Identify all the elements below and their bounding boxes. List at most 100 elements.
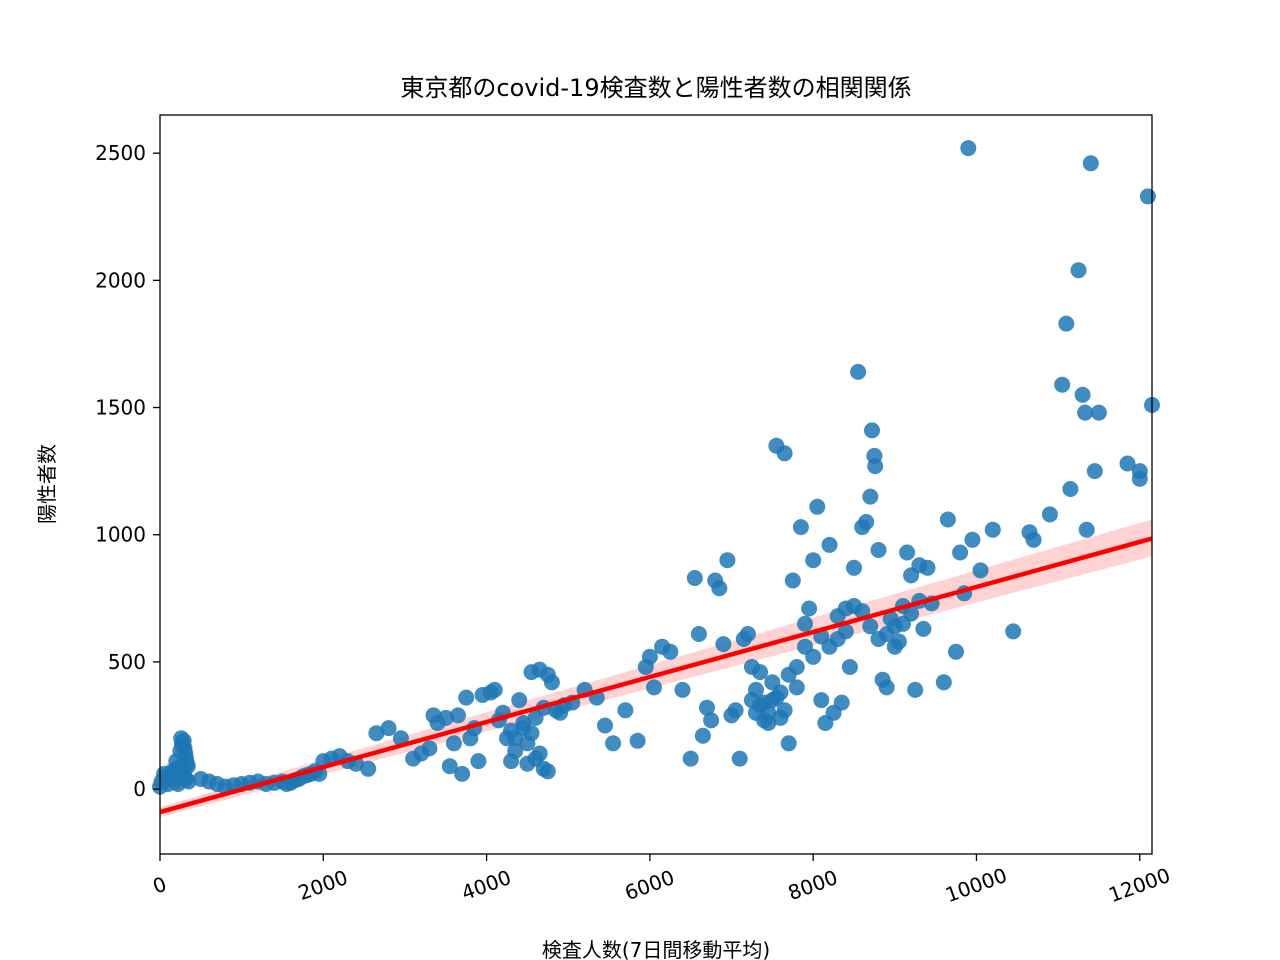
data-point bbox=[699, 699, 715, 716]
data-point bbox=[862, 488, 879, 505]
data-point bbox=[180, 773, 197, 790]
data-point bbox=[801, 600, 818, 617]
data-point bbox=[1054, 376, 1071, 393]
data-point bbox=[984, 521, 1001, 538]
data-point bbox=[1090, 404, 1107, 421]
data-point bbox=[360, 760, 377, 777]
data-point bbox=[470, 753, 487, 770]
data-point bbox=[445, 735, 462, 752]
x-tick-label: 0 bbox=[150, 872, 170, 899]
data-point bbox=[1062, 481, 1079, 497]
y-tick-label: 0 bbox=[133, 777, 146, 801]
data-point bbox=[805, 552, 822, 569]
data-point bbox=[792, 519, 809, 536]
data-point bbox=[752, 664, 769, 681]
regression-line bbox=[159, 536, 1153, 815]
data-point bbox=[878, 679, 895, 696]
x-tick-label: 4000 bbox=[458, 865, 514, 905]
data-point bbox=[1078, 521, 1095, 538]
data-point bbox=[1077, 404, 1094, 421]
data-point bbox=[797, 615, 813, 632]
y-tick-label: 1000 bbox=[95, 523, 146, 547]
y-tick-label: 1500 bbox=[95, 396, 146, 420]
x-tick-label: 6000 bbox=[622, 865, 678, 905]
data-point bbox=[948, 643, 964, 660]
data-point bbox=[168, 753, 185, 770]
data-point bbox=[662, 643, 679, 660]
data-point bbox=[964, 531, 981, 548]
data-point bbox=[939, 511, 956, 528]
data-point bbox=[1025, 531, 1042, 548]
data-point bbox=[703, 712, 720, 729]
regression-line-layer bbox=[159, 536, 1153, 815]
data-point bbox=[674, 681, 691, 698]
data-point bbox=[629, 732, 646, 749]
data-point bbox=[1131, 470, 1148, 487]
data-point bbox=[1070, 262, 1087, 279]
data-point bbox=[727, 702, 744, 719]
data-point bbox=[935, 674, 952, 691]
data-point bbox=[450, 707, 466, 724]
data-point bbox=[1082, 155, 1099, 172]
data-point bbox=[768, 689, 785, 706]
x-axis-label: 検査人数(7日間移動平均) bbox=[542, 938, 770, 960]
x-tick-label: 2000 bbox=[295, 865, 351, 905]
data-point bbox=[686, 570, 703, 586]
data-points-layer bbox=[152, 140, 1160, 795]
data-point bbox=[739, 626, 756, 642]
data-point bbox=[1119, 455, 1136, 472]
data-point bbox=[1041, 506, 1058, 523]
y-tick-label: 2500 bbox=[95, 141, 146, 165]
data-point bbox=[719, 552, 736, 569]
data-point bbox=[788, 659, 805, 675]
data-point bbox=[886, 638, 903, 655]
data-point bbox=[731, 750, 748, 767]
data-point bbox=[870, 542, 887, 558]
plot-frame bbox=[159, 114, 1153, 855]
data-point bbox=[458, 689, 475, 706]
data-point bbox=[760, 704, 777, 721]
data-point bbox=[907, 681, 924, 698]
data-point bbox=[694, 727, 711, 744]
y-tick-label: 2000 bbox=[95, 268, 146, 292]
data-point bbox=[833, 694, 850, 711]
data-point bbox=[531, 745, 548, 762]
data-point bbox=[867, 458, 884, 475]
data-point bbox=[441, 758, 458, 775]
data-point bbox=[646, 679, 662, 696]
data-point bbox=[788, 679, 805, 696]
data-point bbox=[846, 559, 862, 576]
data-point bbox=[878, 626, 895, 642]
data-point bbox=[543, 674, 560, 691]
data-point bbox=[952, 544, 969, 561]
data-point bbox=[972, 562, 989, 579]
data-point bbox=[454, 765, 471, 782]
data-point bbox=[437, 709, 454, 726]
data-point bbox=[784, 572, 801, 589]
data-point bbox=[809, 498, 826, 515]
data-point bbox=[776, 445, 793, 462]
data-point bbox=[776, 702, 793, 719]
data-point bbox=[1074, 386, 1091, 403]
data-point bbox=[805, 648, 822, 665]
data-point bbox=[903, 605, 920, 622]
data-point bbox=[486, 681, 503, 698]
y-axis: 0 500 1000 1500 2000 2500 bbox=[95, 141, 160, 801]
data-point bbox=[641, 648, 658, 665]
data-point bbox=[539, 763, 556, 780]
data-point bbox=[813, 692, 830, 709]
chart-title: 東京都のcovid-19検査数と陽性者数の相関関係 bbox=[400, 74, 911, 102]
x-tick-label: 8000 bbox=[785, 865, 841, 905]
data-point bbox=[743, 692, 760, 709]
data-point bbox=[821, 536, 838, 553]
data-point bbox=[711, 580, 728, 597]
data-point bbox=[1058, 315, 1075, 332]
data-point bbox=[503, 753, 520, 770]
y-axis-label: 陽性者数 bbox=[35, 444, 59, 524]
data-point bbox=[960, 140, 977, 157]
x-axis: 0 2000 4000 6000 8000 10000 12000 bbox=[150, 854, 1173, 907]
x-tick-label: 12000 bbox=[1105, 863, 1173, 907]
data-point bbox=[597, 717, 613, 734]
data-point bbox=[1005, 623, 1022, 640]
